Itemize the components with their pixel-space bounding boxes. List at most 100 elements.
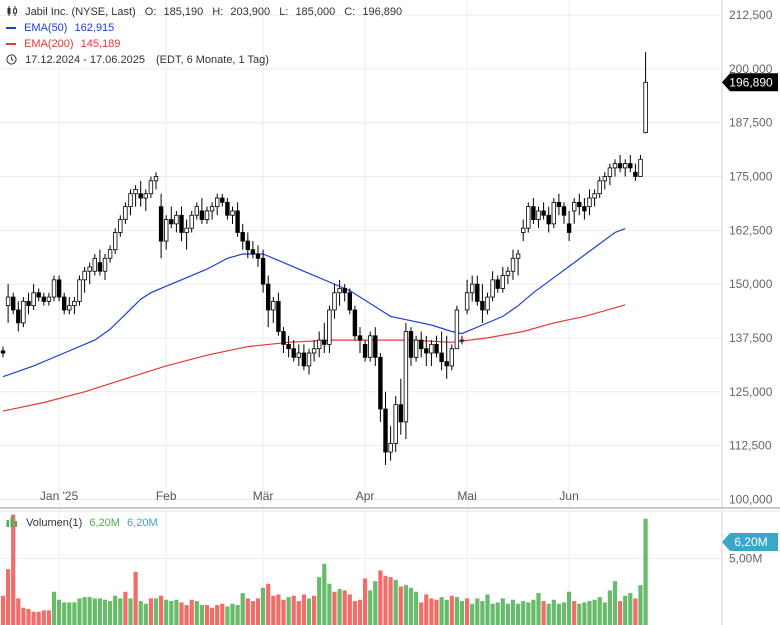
candle-body [556,201,562,208]
candle-body [97,262,103,272]
candle [56,275,62,302]
candle-body [153,176,159,182]
candle-body [352,309,358,337]
candle [526,202,531,233]
volume-bar [643,518,648,625]
volume-bar [77,598,82,625]
candle-body [383,408,388,453]
candle [41,292,46,306]
candle [582,198,587,220]
ema200-legend[interactable]: EMA(200) 145,189 [6,37,120,51]
candle-body [515,253,521,259]
candle-body [204,210,210,220]
candle-body [10,296,16,311]
candle [113,228,118,254]
candle [546,206,551,233]
candle [5,284,11,323]
volume-badge: 6,20M [722,533,778,551]
volume-bar [215,605,220,625]
volume-bar [276,594,281,625]
ema50-legend[interactable]: EMA(50) 162,915 [6,21,114,35]
candle-body [526,206,531,229]
volume-bar [46,610,51,625]
candle-body [638,158,643,177]
price-tick-label: 100,000 [729,492,773,506]
price-tick-label: 125,000 [729,385,773,399]
candle-body [592,193,597,199]
volume-bar [113,595,118,625]
volume-bar [378,570,383,625]
candle [480,284,485,323]
volume-bar [67,602,72,625]
candles [0,52,648,465]
volume-bar [123,591,128,625]
volume-bar [62,602,67,625]
volume-bar [638,585,643,625]
volume-bar [444,599,449,625]
time-tick-label: Mär [253,489,274,503]
candle [531,198,536,224]
candle [464,279,470,315]
candle [597,176,602,199]
candle-body [424,348,429,354]
candle [500,266,505,293]
ema50-swatch [6,27,16,30]
candle [10,292,16,315]
candle [413,335,419,362]
volume-bar [291,595,296,625]
volume-bar [179,602,184,625]
candle-body [0,350,6,354]
candle [327,305,332,354]
volume-bar [495,602,500,625]
candle [143,189,148,211]
volume-bar [87,597,92,625]
price-grid [0,0,722,625]
volume-bar [230,603,235,625]
volume-bar [210,607,215,625]
volume-tick-label: 5,00M [729,552,762,566]
candle [92,254,97,276]
volume-bar [36,611,41,625]
candle [306,348,312,375]
candle-body [602,176,607,182]
candle-body [623,163,628,169]
candle-body [469,283,475,294]
candle-body [41,296,46,302]
candle [138,180,143,207]
price-tick-label: 137,500 [729,331,773,345]
candle-body [220,197,225,203]
candle-body [133,189,138,195]
volume-bar [16,598,21,625]
candle-body [475,283,480,302]
candle [577,193,582,216]
volume-bar [332,591,337,625]
candle [332,284,337,319]
volume-bar [623,595,628,625]
candle [572,198,577,224]
volume-bar [240,593,245,625]
candle [357,327,363,354]
volume-bar [521,601,526,625]
chart-type-icon[interactable] [6,5,18,17]
volume-bar [296,601,301,625]
candle-body [306,352,312,367]
volume-bar [26,609,31,625]
candle [184,219,189,250]
candle-body [597,180,602,195]
volume-bar [0,595,6,625]
volume-bar [337,589,342,625]
volume-legend[interactable]: Volumen(1) 6,20M 6,20M [6,516,158,530]
candle-body [113,232,118,251]
volume-bar [531,599,536,625]
volume-bar [250,601,255,625]
candle [495,275,500,293]
candle [296,344,301,366]
candle [449,344,454,371]
candle [521,219,526,242]
volume-bar [133,571,138,625]
volume-bar [419,602,424,625]
candle [118,215,123,237]
candle-body [367,335,373,358]
candle-body [107,249,113,259]
